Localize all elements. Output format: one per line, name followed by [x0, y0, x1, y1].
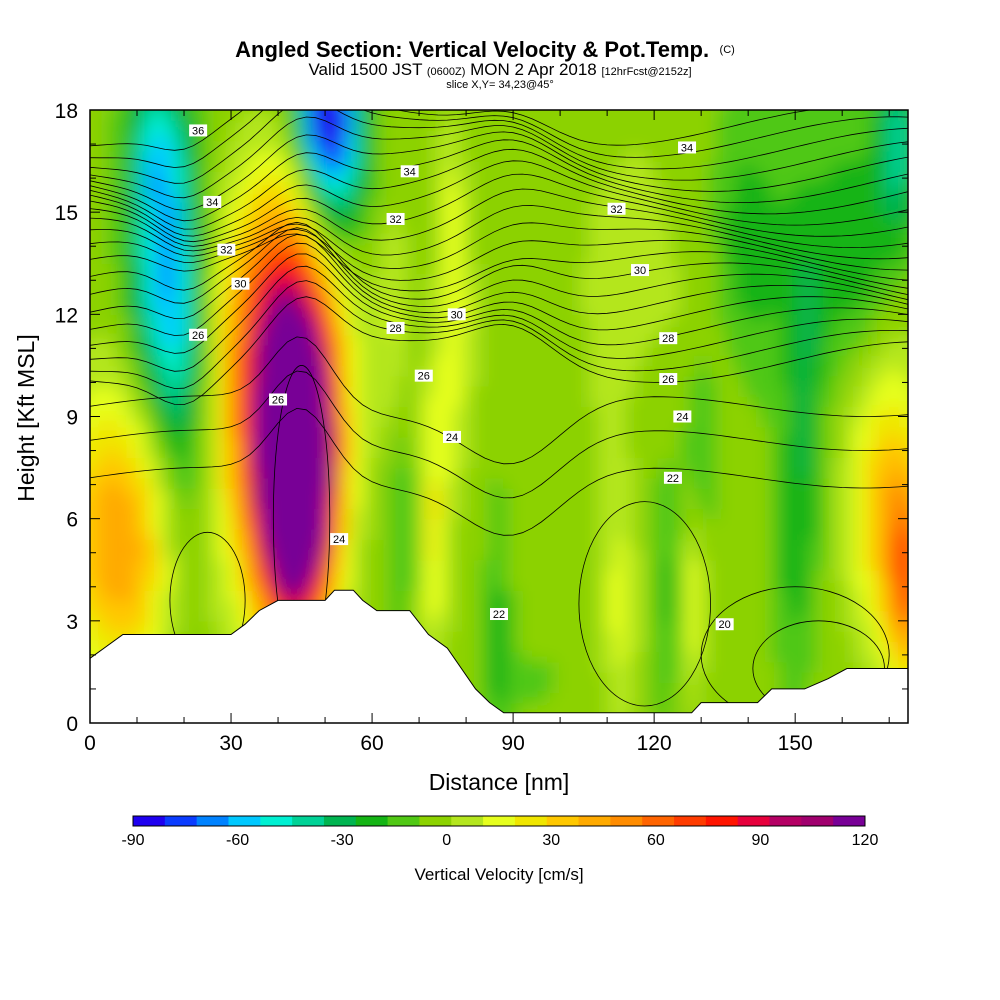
contour-label: 26 — [414, 369, 433, 383]
colorbar-tick-label: -60 — [226, 832, 249, 849]
colorbar-swatch — [833, 816, 866, 826]
title-text: Angled Section: Vertical Velocity & Pot.… — [235, 37, 709, 62]
colorbar-swatch — [196, 816, 229, 826]
contour-label: 32 — [607, 202, 626, 216]
colorbar-swatch — [801, 816, 834, 826]
colorbar-swatch — [164, 816, 198, 826]
colorbar-swatch — [260, 816, 293, 826]
x-tick-label: 0 — [84, 732, 96, 755]
y-tick-label: 6 — [66, 509, 78, 532]
contour-label: 24 — [330, 533, 349, 546]
contour-label: 30 — [631, 264, 650, 277]
colorbar-tick-label: 120 — [852, 832, 879, 849]
contour-label: 24 — [442, 430, 461, 444]
x-tick-label: 60 — [360, 732, 383, 755]
contour-label: 26 — [189, 328, 208, 342]
contour-label: 30 — [447, 308, 466, 321]
contour-label: 30 — [231, 277, 250, 291]
contour-label: 34 — [400, 165, 419, 178]
colorbar-frame — [132, 815, 866, 827]
x-axis: 0 30 60 90 120 150 — [84, 110, 890, 755]
colorbar-swatch — [355, 816, 389, 826]
contour-label: 32 — [386, 212, 405, 226]
plot-area — [90, 110, 908, 723]
colorbar-swatch — [483, 816, 516, 826]
colorbar-swatch — [451, 816, 484, 826]
colorbar-swatch — [323, 816, 357, 826]
terrain — [90, 589, 908, 723]
contour-label: 24 — [673, 410, 692, 424]
contour-label: 26 — [269, 393, 288, 406]
contour-label: 34 — [678, 141, 697, 154]
colorbar-swatch — [769, 816, 802, 826]
colorbar-swatch — [419, 816, 452, 826]
x-tick-label: 90 — [501, 732, 524, 755]
colorbar: -90 -60 -30 0 30 60 90 120 — [121, 815, 879, 849]
y-tick-label: 18 — [55, 100, 78, 123]
contour-label: 32 — [217, 243, 236, 257]
slice-info: slice X,Y= 34,23@45° — [446, 79, 554, 91]
colorbar-tick-label: 30 — [542, 832, 560, 849]
colorbar-swatch — [674, 816, 707, 826]
colorbar-swatch — [546, 816, 580, 826]
y-tick-label: 12 — [55, 304, 78, 327]
x-tick-label: 150 — [778, 732, 813, 755]
contour-label: 20 — [715, 618, 734, 631]
colorbar-tick-label: 90 — [752, 832, 770, 849]
colorbar-swatch — [514, 816, 548, 826]
chart-subtitle: Valid 1500 JST (0600Z) MON 2 Apr 2018 [1… — [308, 60, 691, 79]
contour-label: 26 — [659, 373, 678, 386]
contour-label: 22 — [663, 471, 682, 485]
colorbar-tick-label: 60 — [647, 832, 665, 849]
colorbar-tick-label: -90 — [121, 832, 144, 849]
colorbar-swatch — [642, 816, 675, 826]
x-tick-label: 120 — [637, 732, 672, 755]
contour-label: 34 — [203, 195, 222, 209]
colorbar-swatch — [737, 816, 771, 826]
colorbar-tick-label: -30 — [331, 832, 354, 849]
x-axis-label: Distance [nm] — [429, 769, 570, 795]
y-tick-label: 9 — [66, 407, 78, 430]
y-tick-label: 3 — [66, 611, 78, 634]
colorbar-tick-label: 0 — [442, 832, 451, 849]
contour-label: 36 — [189, 124, 208, 137]
colorbar-swatch — [705, 816, 739, 826]
colorbar-swatch — [133, 816, 166, 826]
colorbar-swatch — [610, 816, 643, 826]
colorbar-swatch — [228, 816, 261, 826]
colorbar-label: Vertical Velocity [cm/s] — [414, 865, 583, 884]
y-axis-label: Height [Kft MSL] — [13, 334, 39, 501]
colorbar-swatch — [292, 816, 325, 826]
chart-title: Angled Section: Vertical Velocity & Pot.… — [235, 37, 735, 62]
y-tick-label: 15 — [55, 202, 78, 225]
colorbar-swatch — [387, 816, 420, 826]
contour-label: 28 — [386, 321, 405, 335]
theta-contour-labels: 36 34 32 30 26 26 34 32 28 26 30 24 24 22 34 32 30 28 26 24… — [189, 124, 734, 631]
contour-label: 28 — [659, 332, 678, 345]
y-tick-label: 0 — [66, 713, 78, 736]
colorbar-swatch — [578, 816, 611, 826]
contour-label: 22 — [490, 608, 508, 621]
x-tick-label: 30 — [219, 732, 242, 755]
title-units: (C) — [720, 44, 735, 56]
